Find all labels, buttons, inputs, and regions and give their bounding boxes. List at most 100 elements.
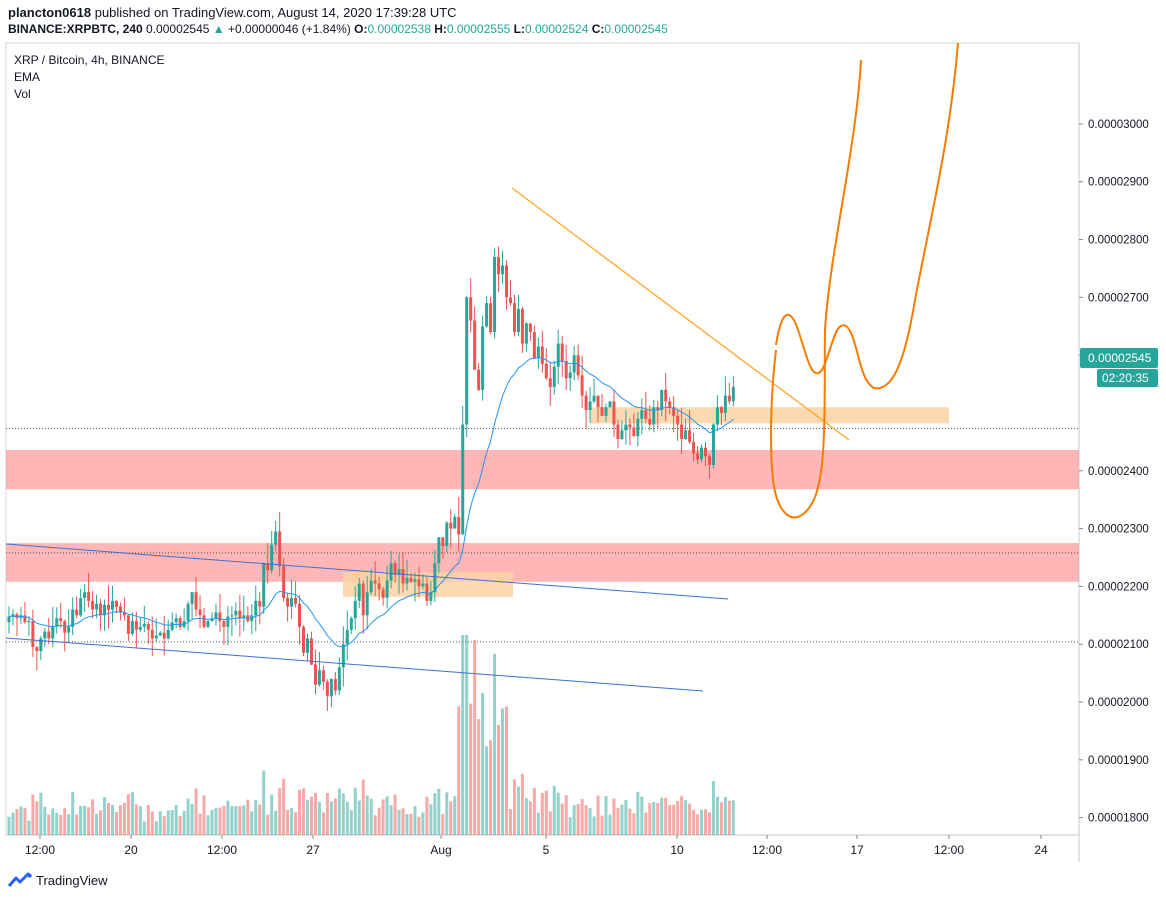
candle-body[interactable] (35, 647, 39, 652)
projection-path-right[interactable] (775, 42, 959, 390)
candle-body[interactable] (719, 407, 723, 413)
candle-body[interactable] (711, 424, 715, 466)
candle-body[interactable] (369, 580, 373, 593)
candle-body[interactable] (584, 395, 588, 411)
candle-body[interactable] (210, 618, 214, 622)
candle-body[interactable] (290, 597, 294, 607)
candle-body[interactable] (616, 424, 620, 439)
candle-body[interactable] (656, 407, 660, 411)
candle-body[interactable] (39, 638, 43, 652)
candle-body[interactable] (433, 563, 437, 593)
candle-body[interactable] (31, 621, 35, 648)
candle-body[interactable] (548, 378, 552, 387)
candle-body[interactable] (409, 577, 413, 582)
candle-body[interactable] (497, 256, 501, 275)
candle-body[interactable] (393, 563, 397, 575)
candle-body[interactable] (23, 615, 27, 623)
candle-body[interactable] (437, 537, 441, 564)
candle-body[interactable] (727, 395, 731, 402)
candle-body[interactable] (298, 603, 302, 627)
candle-body[interactable] (512, 303, 516, 333)
candle-body[interactable] (142, 623, 146, 627)
tradingview-brand[interactable]: TradingView (8, 872, 108, 888)
candle-body[interactable] (266, 563, 270, 571)
candle-body[interactable] (365, 592, 369, 616)
legend-pair[interactable]: XRP / Bitcoin, 4h, BINANCE (14, 53, 165, 67)
candle-body[interactable] (405, 577, 409, 584)
candle-body[interactable] (568, 372, 572, 379)
candle-body[interactable] (91, 600, 95, 610)
candle-body[interactable] (596, 395, 600, 408)
candle-body[interactable] (481, 326, 485, 390)
candle-body[interactable] (465, 297, 469, 425)
channel-upper-line[interactable] (5, 543, 729, 600)
candle-body[interactable] (453, 517, 457, 529)
candle-body[interactable] (198, 609, 202, 616)
candle-body[interactable] (652, 407, 656, 425)
candle-body[interactable] (282, 566, 286, 598)
candle-body[interactable] (79, 597, 83, 616)
legend-ema[interactable]: EMA (14, 70, 41, 84)
candle-body[interactable] (178, 618, 182, 627)
candle-body[interactable] (321, 670, 325, 682)
candle-body[interactable] (493, 256, 497, 333)
candle-body[interactable] (274, 531, 278, 545)
candle-body[interactable] (59, 618, 63, 622)
candle-body[interactable] (71, 609, 75, 627)
candle-body[interactable] (114, 600, 118, 607)
candle-body[interactable] (87, 592, 91, 601)
candle-body[interactable] (505, 265, 508, 298)
candle-body[interactable] (389, 563, 393, 581)
candle-body[interactable] (226, 616, 230, 627)
candle-body[interactable] (83, 592, 87, 598)
candle-body[interactable] (146, 623, 150, 630)
candle-body[interactable] (95, 603, 99, 610)
candle-body[interactable] (544, 363, 548, 379)
projection-path-left[interactable] (770, 59, 862, 519)
candle-body[interactable] (508, 297, 512, 304)
candle-body[interactable] (341, 644, 345, 668)
candle-body[interactable] (306, 638, 309, 653)
candle-body[interactable] (313, 664, 317, 685)
candle-body[interactable] (286, 597, 290, 607)
candle-body[interactable] (258, 600, 262, 607)
candle-body[interactable] (329, 678, 333, 697)
candle-body[interactable] (325, 681, 329, 697)
candle-body[interactable] (206, 621, 210, 627)
candle-body[interactable] (126, 615, 130, 634)
candle-body[interactable] (27, 621, 31, 623)
candle-body[interactable] (107, 604, 110, 610)
candle-body[interactable] (218, 612, 222, 622)
candle-body[interactable] (449, 522, 453, 529)
channel-lower-line[interactable] (5, 637, 704, 692)
candle-body[interactable] (99, 603, 103, 616)
candle-body[interactable] (373, 580, 377, 584)
candle-body[interactable] (381, 589, 385, 598)
candle-body[interactable] (731, 386, 735, 402)
candle-body[interactable] (353, 600, 357, 619)
candle-body[interactable] (150, 629, 154, 639)
candle-body[interactable] (254, 600, 258, 616)
candle-body[interactable] (612, 401, 616, 425)
candle-body[interactable] (668, 401, 672, 408)
candle-body[interactable] (174, 618, 178, 623)
candle-body[interactable] (401, 569, 405, 584)
author-name[interactable]: plancton0618 (8, 5, 92, 20)
legend-vol[interactable]: Vol (14, 87, 31, 101)
candle-body[interactable] (556, 343, 560, 367)
candle-body[interactable] (620, 430, 624, 439)
candle-body[interactable] (166, 629, 170, 639)
candle-body[interactable] (413, 579, 417, 582)
candle-body[interactable] (11, 614, 15, 617)
candle-body[interactable] (715, 407, 719, 425)
candle-body[interactable] (270, 544, 274, 571)
candle-body[interactable] (47, 631, 51, 639)
candle-body[interactable] (278, 531, 282, 567)
candle-body[interactable] (636, 418, 640, 437)
candle-body[interactable] (337, 667, 341, 691)
candle-body[interactable] (707, 456, 711, 466)
candle-body[interactable] (302, 626, 306, 653)
candle-body[interactable] (317, 670, 321, 685)
candle-body[interactable] (604, 407, 608, 416)
candle-body[interactable] (425, 583, 429, 601)
